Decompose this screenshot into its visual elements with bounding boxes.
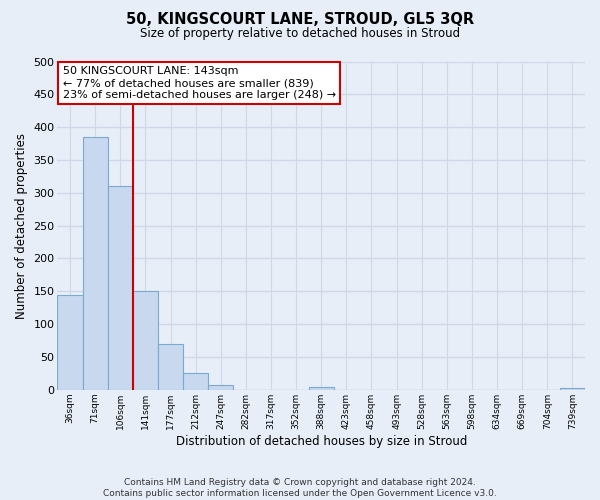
- Text: Contains HM Land Registry data © Crown copyright and database right 2024.
Contai: Contains HM Land Registry data © Crown c…: [103, 478, 497, 498]
- Bar: [83, 137, 108, 390]
- Bar: [58, 295, 83, 390]
- Text: Size of property relative to detached houses in Stroud: Size of property relative to detached ho…: [140, 28, 460, 40]
- Bar: [133, 292, 158, 390]
- Bar: [158, 344, 183, 390]
- Y-axis label: Number of detached properties: Number of detached properties: [15, 132, 28, 318]
- Bar: [560, 388, 585, 390]
- Text: 50 KINGSCOURT LANE: 143sqm
← 77% of detached houses are smaller (839)
23% of sem: 50 KINGSCOURT LANE: 143sqm ← 77% of deta…: [63, 66, 336, 100]
- Bar: [308, 386, 334, 390]
- Bar: [208, 384, 233, 390]
- X-axis label: Distribution of detached houses by size in Stroud: Distribution of detached houses by size …: [176, 434, 467, 448]
- Bar: [183, 374, 208, 390]
- Text: 50, KINGSCOURT LANE, STROUD, GL5 3QR: 50, KINGSCOURT LANE, STROUD, GL5 3QR: [126, 12, 474, 28]
- Bar: [108, 186, 133, 390]
